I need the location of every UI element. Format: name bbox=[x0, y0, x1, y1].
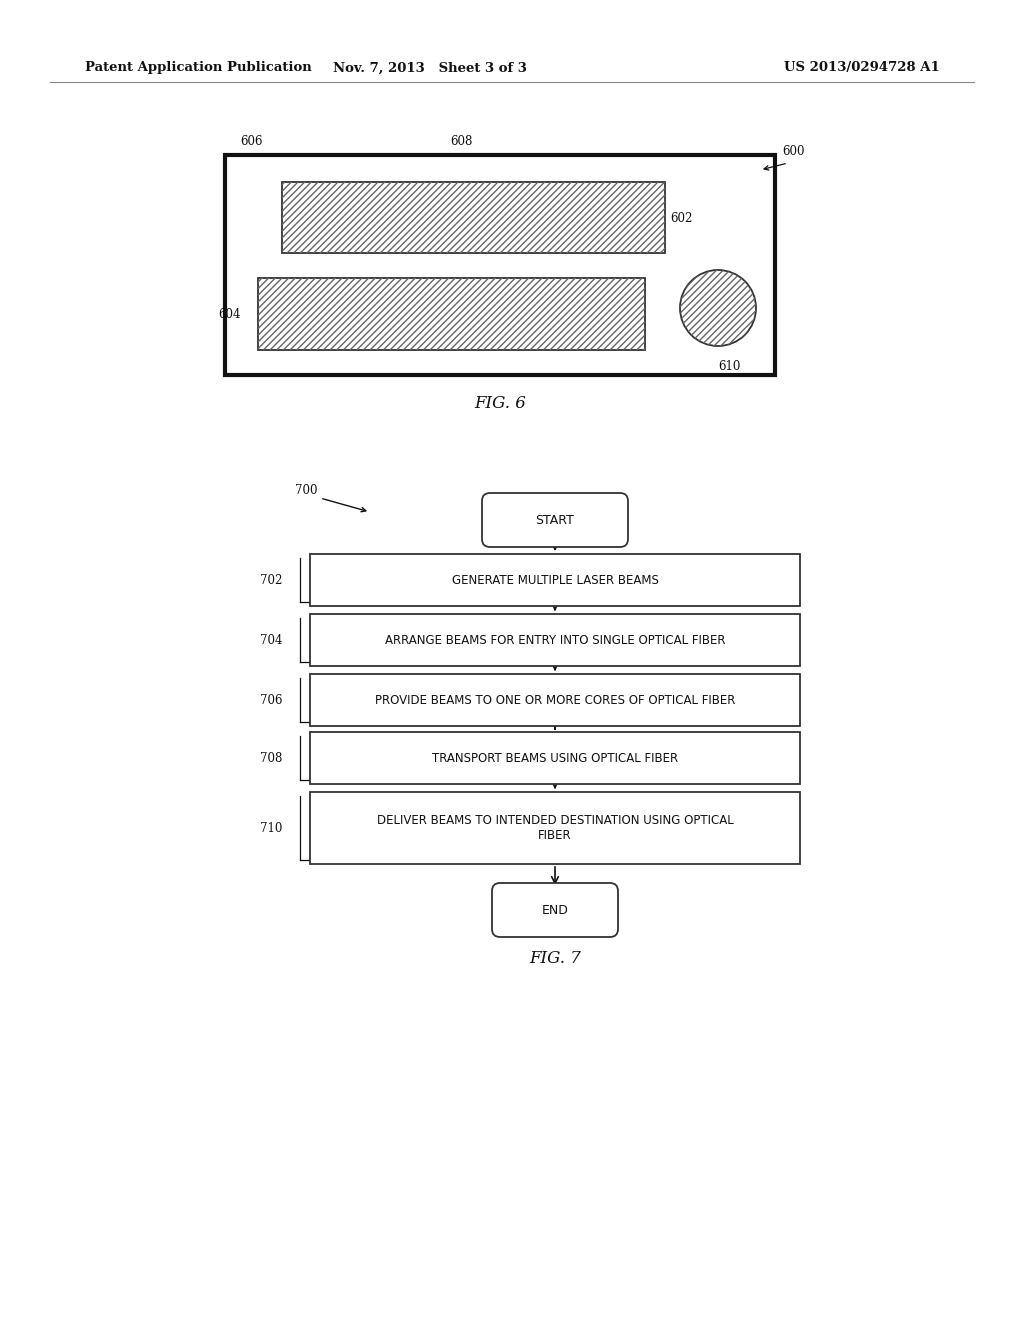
Text: 706: 706 bbox=[260, 693, 283, 706]
Text: 700: 700 bbox=[295, 483, 317, 496]
Bar bbox=[258, 279, 645, 350]
FancyBboxPatch shape bbox=[482, 492, 628, 546]
FancyBboxPatch shape bbox=[492, 883, 618, 937]
Bar bbox=[258, 279, 645, 350]
Text: TRANSPORT BEAMS USING OPTICAL FIBER: TRANSPORT BEAMS USING OPTICAL FIBER bbox=[432, 751, 678, 764]
Text: ARRANGE BEAMS FOR ENTRY INTO SINGLE OPTICAL FIBER: ARRANGE BEAMS FOR ENTRY INTO SINGLE OPTI… bbox=[385, 634, 725, 647]
Text: 600: 600 bbox=[782, 145, 805, 158]
Text: US 2013/0294728 A1: US 2013/0294728 A1 bbox=[784, 62, 940, 74]
Text: 606: 606 bbox=[240, 135, 262, 148]
Text: PROVIDE BEAMS TO ONE OR MORE CORES OF OPTICAL FIBER: PROVIDE BEAMS TO ONE OR MORE CORES OF OP… bbox=[375, 693, 735, 706]
Bar bbox=[282, 182, 665, 253]
Bar bbox=[310, 614, 800, 667]
Text: FIG. 6: FIG. 6 bbox=[474, 395, 526, 412]
Text: END: END bbox=[542, 903, 568, 916]
Bar bbox=[310, 675, 800, 726]
Text: 708: 708 bbox=[260, 751, 283, 764]
Text: Nov. 7, 2013   Sheet 3 of 3: Nov. 7, 2013 Sheet 3 of 3 bbox=[333, 62, 527, 74]
Bar bbox=[310, 792, 800, 865]
Text: 608: 608 bbox=[450, 135, 472, 148]
Text: 604: 604 bbox=[218, 308, 241, 321]
Text: 610: 610 bbox=[718, 360, 740, 374]
Bar bbox=[310, 554, 800, 606]
Text: GENERATE MULTIPLE LASER BEAMS: GENERATE MULTIPLE LASER BEAMS bbox=[452, 573, 658, 586]
Text: 704: 704 bbox=[260, 634, 283, 647]
Bar bbox=[225, 154, 775, 375]
Text: START: START bbox=[536, 513, 574, 527]
Text: Patent Application Publication: Patent Application Publication bbox=[85, 62, 311, 74]
Circle shape bbox=[680, 271, 756, 346]
Bar bbox=[282, 182, 665, 253]
Bar bbox=[310, 733, 800, 784]
Text: FIG. 7: FIG. 7 bbox=[529, 950, 581, 968]
Text: 710: 710 bbox=[260, 821, 283, 834]
Text: 602: 602 bbox=[670, 211, 692, 224]
Text: DELIVER BEAMS TO INTENDED DESTINATION USING OPTICAL
FIBER: DELIVER BEAMS TO INTENDED DESTINATION US… bbox=[377, 814, 733, 842]
Text: 702: 702 bbox=[260, 573, 283, 586]
